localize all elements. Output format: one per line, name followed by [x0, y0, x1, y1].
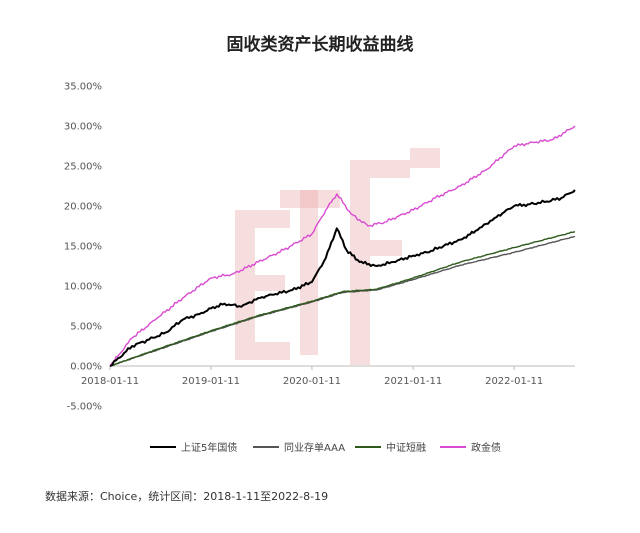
y-tick-label: 20.00% [64, 202, 102, 213]
y-tick-label: -5.00% [67, 402, 102, 413]
watermark-block [235, 210, 255, 360]
source-note: 数据来源：Choice，统计区间：2018-1-11至2022-8-19 [45, 490, 329, 503]
series-line-2 [109, 230, 576, 367]
watermark-block [255, 342, 290, 360]
watermark-block [300, 190, 318, 355]
x-tick-label: 2022-01-11 [485, 376, 543, 387]
series-line-0 [109, 189, 576, 367]
x-tick-label: 2018-01-11 [81, 376, 139, 387]
y-tick-label: 10.00% [64, 282, 102, 293]
legend-label: 上证5年国债 [181, 441, 237, 454]
legend-label: 同业存单AAA [284, 441, 345, 454]
series-lines [109, 125, 576, 367]
axes: 35.00% 30.00% 25.00% 20.00% 15.00% 10.00% 5.00… [64, 82, 575, 413]
series-line-3 [109, 125, 576, 367]
x-tick-label: 2021-01-11 [384, 376, 442, 387]
x-tick-label: 2019-01-11 [182, 376, 240, 387]
legend: 上证5年国债 同业存单AAA 中证短融 政金债 [150, 441, 501, 454]
y-tick-label: 35.00% [64, 82, 102, 93]
y-tick-label: 5.00% [70, 322, 102, 333]
watermark-block [280, 190, 340, 208]
watermark-block [370, 160, 410, 178]
watermark-block [410, 148, 440, 168]
watermark-block [255, 210, 290, 228]
watermark-block [255, 275, 285, 291]
legend-label: 政金债 [471, 441, 501, 454]
y-tick-label: 0.00% [70, 362, 102, 373]
chart-title: 固收类资产长期收益曲线 [226, 35, 414, 55]
watermark [235, 148, 440, 365]
x-tick-label: 2020-01-11 [283, 376, 341, 387]
y-tick-label: 15.00% [64, 242, 102, 253]
legend-label: 中证短融 [386, 441, 426, 454]
y-tick-label: 25.00% [64, 162, 102, 173]
watermark-block [370, 240, 402, 256]
y-tick-label: 30.00% [64, 122, 102, 133]
